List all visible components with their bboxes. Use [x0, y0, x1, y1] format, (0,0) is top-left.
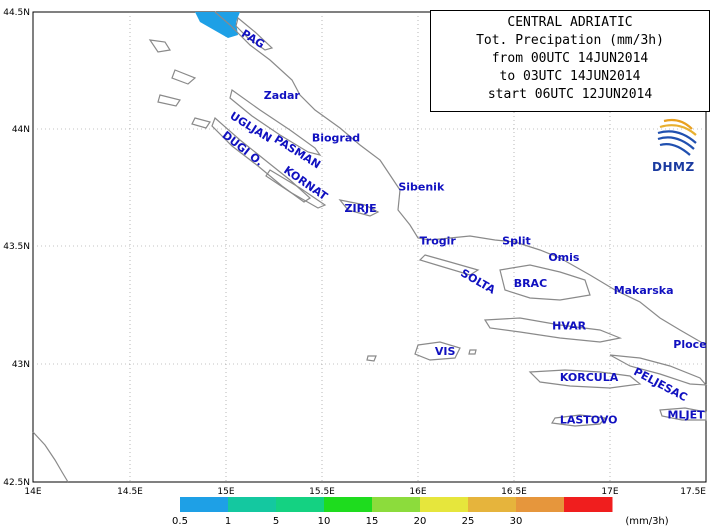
legend-swatch — [372, 497, 421, 512]
legend-swatch — [564, 497, 613, 512]
legend-swatch — [516, 497, 565, 512]
y-tick-label: 44.5N — [3, 8, 30, 18]
legend-label: 10 — [318, 516, 331, 527]
gridlines — [33, 12, 706, 482]
legend-unit: (mm/3h) — [625, 516, 668, 527]
y-tick-label: 43.5N — [3, 242, 30, 252]
place-label: BRAC — [514, 277, 547, 290]
title-box: CENTRAL ADRIATIC Tot. Precipation (mm/3h… — [430, 10, 710, 112]
legend-label: 0.5 — [172, 516, 188, 527]
precipitation-area — [195, 12, 240, 38]
legend-label: 25 — [462, 516, 475, 527]
legend-swatch — [420, 497, 469, 512]
place-label: Zadar — [264, 89, 301, 102]
place-label: Split — [502, 235, 531, 248]
y-tick-label: 42.5N — [3, 478, 30, 488]
place-label: Makarska — [614, 284, 674, 297]
legend-swatch — [180, 497, 229, 512]
legend-swatch — [468, 497, 517, 512]
place-label: Trogir — [419, 235, 456, 248]
place-label: Ploce — [673, 338, 706, 351]
place-label: VIS — [435, 345, 456, 358]
legend-label: 1 — [225, 516, 231, 527]
x-axis-ticks: 14E 14.5E 15E 15.5E 16E 16.5E 17E 17.5E — [24, 487, 706, 497]
legend-swatch — [228, 497, 277, 512]
logo-text: DHMZ — [652, 160, 695, 174]
x-tick-label: 17E — [601, 487, 618, 497]
x-tick-label: 16E — [409, 487, 426, 497]
legend-label: 5 — [273, 516, 279, 527]
legend-swatch — [276, 497, 325, 512]
x-tick-label: 17.5E — [680, 487, 706, 497]
x-tick-label: 15E — [217, 487, 234, 497]
place-label: KORCULA — [560, 371, 619, 384]
title-start: start 06UTC 12JUN2014 — [487, 87, 653, 102]
x-tick-label: 16.5E — [501, 487, 527, 497]
place-label: Biograd — [312, 131, 360, 144]
place-label: ZIRJE — [345, 202, 377, 215]
legend-label: 30 — [510, 516, 523, 527]
x-tick-label: 14.5E — [117, 487, 143, 497]
dhmz-logo-icon — [657, 118, 697, 156]
y-tick-label: 44N — [12, 125, 30, 135]
place-label: HVAR — [552, 319, 586, 332]
legend-swatch — [324, 497, 373, 512]
place-label: Sibenik — [398, 181, 445, 194]
title-from: from 00UTC 14JUN2014 — [491, 51, 649, 66]
precip-legend: 0.5 1 5 10 15 20 25 30 (mm/3h) — [172, 497, 669, 527]
y-axis-ticks: 44.5N 44N 43.5N 43N 42.5N — [3, 8, 30, 488]
x-tick-label: 14E — [24, 487, 41, 497]
place-label: LASTOVO — [560, 413, 618, 426]
place-label: MLJET — [668, 409, 706, 422]
title-to: to 03UTC 14JUN2014 — [499, 69, 641, 84]
legend-label: 20 — [414, 516, 427, 527]
coastlines — [32, 11, 708, 483]
title-variable: Tot. Precipation (mm/3h) — [476, 33, 664, 48]
title-region: CENTRAL ADRIATIC — [507, 15, 633, 30]
x-tick-label: 15.5E — [309, 487, 335, 497]
place-label: Omis — [548, 251, 580, 264]
legend-label: 15 — [366, 516, 379, 527]
y-tick-label: 43N — [12, 360, 30, 370]
